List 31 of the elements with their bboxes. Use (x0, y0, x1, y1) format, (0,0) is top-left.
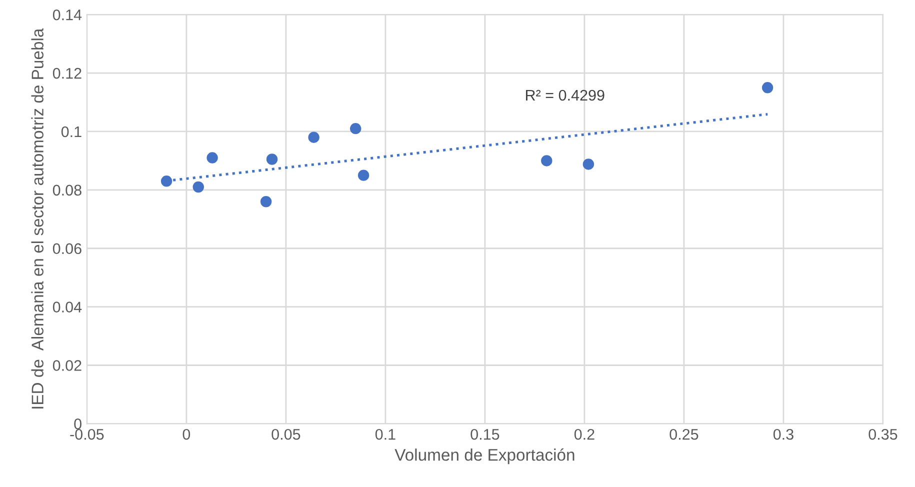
point (762, 82, 774, 94)
y-tick-label: 0.14 (52, 9, 82, 20)
y-tick-label: 0 (74, 418, 82, 430)
point (358, 170, 370, 181)
y-axis-title: IED de Alemania en el sector automotriz de Puebla (31, 28, 44, 408)
y-tick-label: 0.12 (52, 68, 82, 79)
y-tick-label: 0.08 (52, 184, 82, 196)
x-tick-label: 0.2 (574, 428, 594, 440)
point (582, 158, 594, 170)
point (266, 154, 278, 165)
x-tick-label: 0.25 (670, 428, 698, 440)
point (206, 152, 218, 164)
x-tick-label: 0 (182, 428, 190, 440)
point (541, 155, 552, 166)
x-tick-label: 0.3 (773, 428, 794, 440)
y-tick-label: 0.02 (52, 360, 82, 371)
point (308, 132, 320, 143)
x-tick-label: 0.35 (868, 428, 898, 440)
point (192, 181, 204, 193)
x-tick-label: 0.15 (470, 428, 500, 440)
point (160, 176, 172, 187)
x-tick-label: -0.05 (70, 428, 104, 440)
point (260, 196, 272, 208)
annotation: R² = 0.4299 (526, 90, 604, 101)
x-axis-title: Volumen de Exportación (394, 448, 574, 464)
y-tick-label: 0.1 (61, 126, 82, 138)
x-tick-label: 0.1 (375, 428, 396, 440)
x-tick-label: 0.05 (272, 428, 300, 440)
y-tick-label: 0.06 (52, 243, 82, 254)
y-tick-label: 0.04 (52, 302, 82, 312)
point (350, 122, 362, 134)
